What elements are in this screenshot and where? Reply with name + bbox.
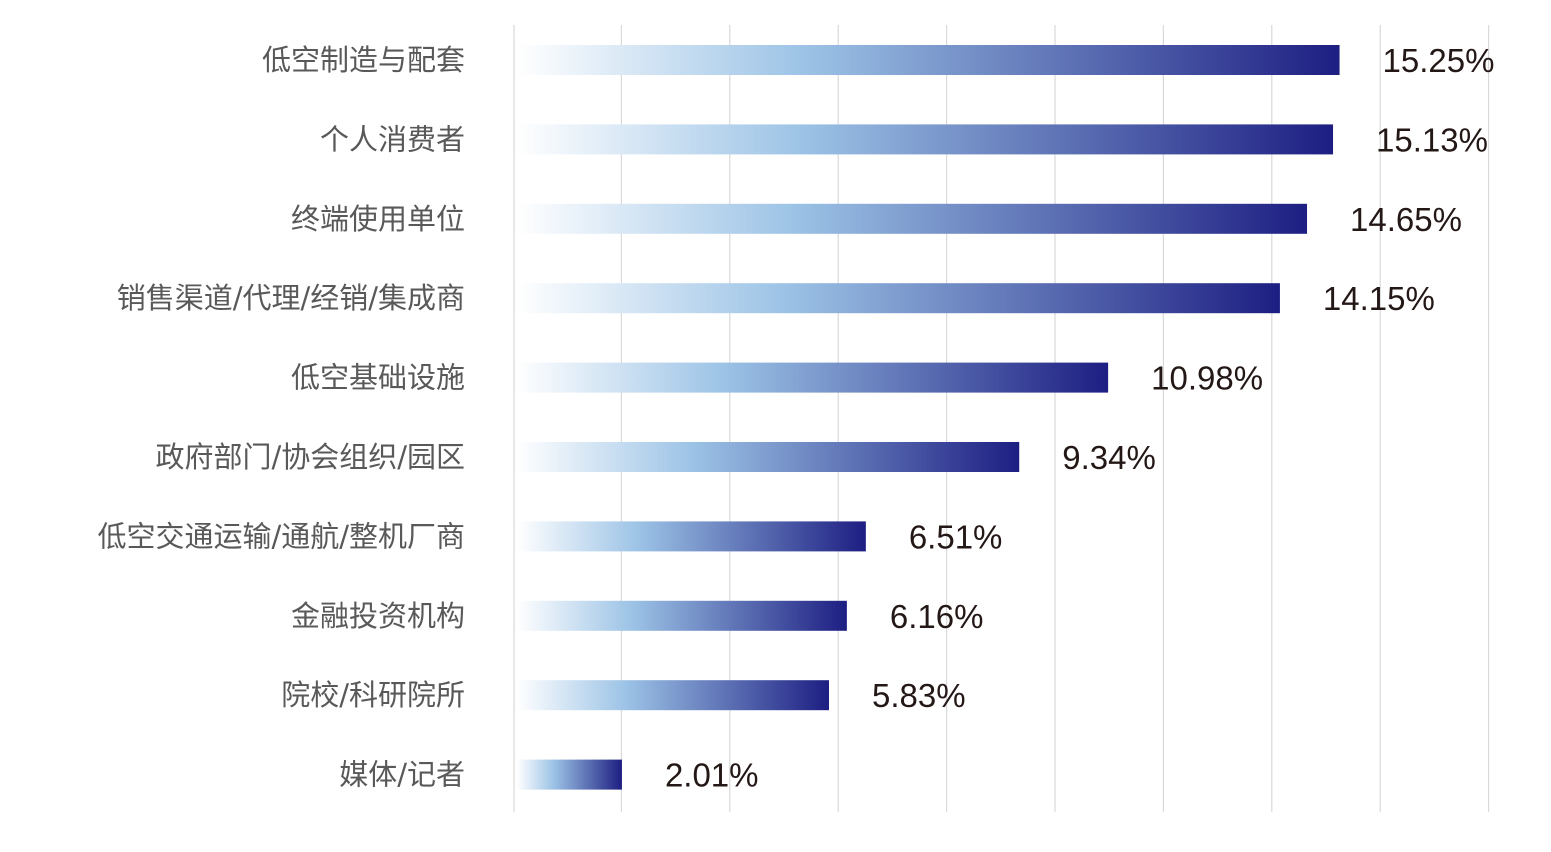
bar — [517, 362, 1109, 393]
category-label: 低空基础设施 — [291, 361, 465, 395]
value-label: 2.01% — [665, 757, 759, 794]
value-label: 15.25% — [1383, 42, 1495, 79]
value-label: 5.83% — [872, 677, 966, 714]
value-label: 6.51% — [909, 518, 1003, 555]
bar — [517, 203, 1308, 234]
category-label: 终端使用单位 — [291, 202, 465, 236]
bar — [517, 45, 1340, 75]
bar — [517, 124, 1334, 155]
bars — [517, 45, 1340, 790]
bar — [517, 600, 847, 631]
value-label: 9.34% — [1062, 439, 1156, 476]
gridlines — [513, 25, 1490, 812]
value-labels: 15.25% 15.13% 14.65% 14.15% 10.98% 9.34% 6.51%… — [665, 42, 1495, 794]
category-label: 个人消费者 — [320, 122, 465, 156]
category-label: 院校/科研院所 — [281, 678, 465, 712]
category-label: 低空制造与配套 — [262, 43, 465, 77]
value-label: 10.98% — [1151, 360, 1263, 397]
value-label: 15.13% — [1376, 121, 1488, 158]
bar — [517, 521, 866, 552]
value-label: 6.16% — [890, 598, 984, 635]
category-label: 政府部门/协会组织/园区 — [155, 440, 465, 474]
category-label: 媒体/记者 — [339, 758, 465, 792]
category-label: 销售渠道/代理/经销/集成商 — [117, 281, 465, 315]
category-label: 金融投资机构 — [291, 599, 465, 633]
bar — [517, 442, 1020, 472]
bar — [517, 759, 622, 790]
value-label: 14.65% — [1350, 201, 1462, 238]
value-label: 14.15% — [1323, 280, 1435, 317]
bar — [517, 283, 1280, 314]
category-labels: 低空制造与配套个人消费者终端使用单位销售渠道/代理/经销/集成商低空基础设施政府… — [97, 43, 465, 792]
bar — [517, 680, 829, 711]
category-label: 低空交通运输/通航/整机厂商 — [97, 519, 465, 553]
